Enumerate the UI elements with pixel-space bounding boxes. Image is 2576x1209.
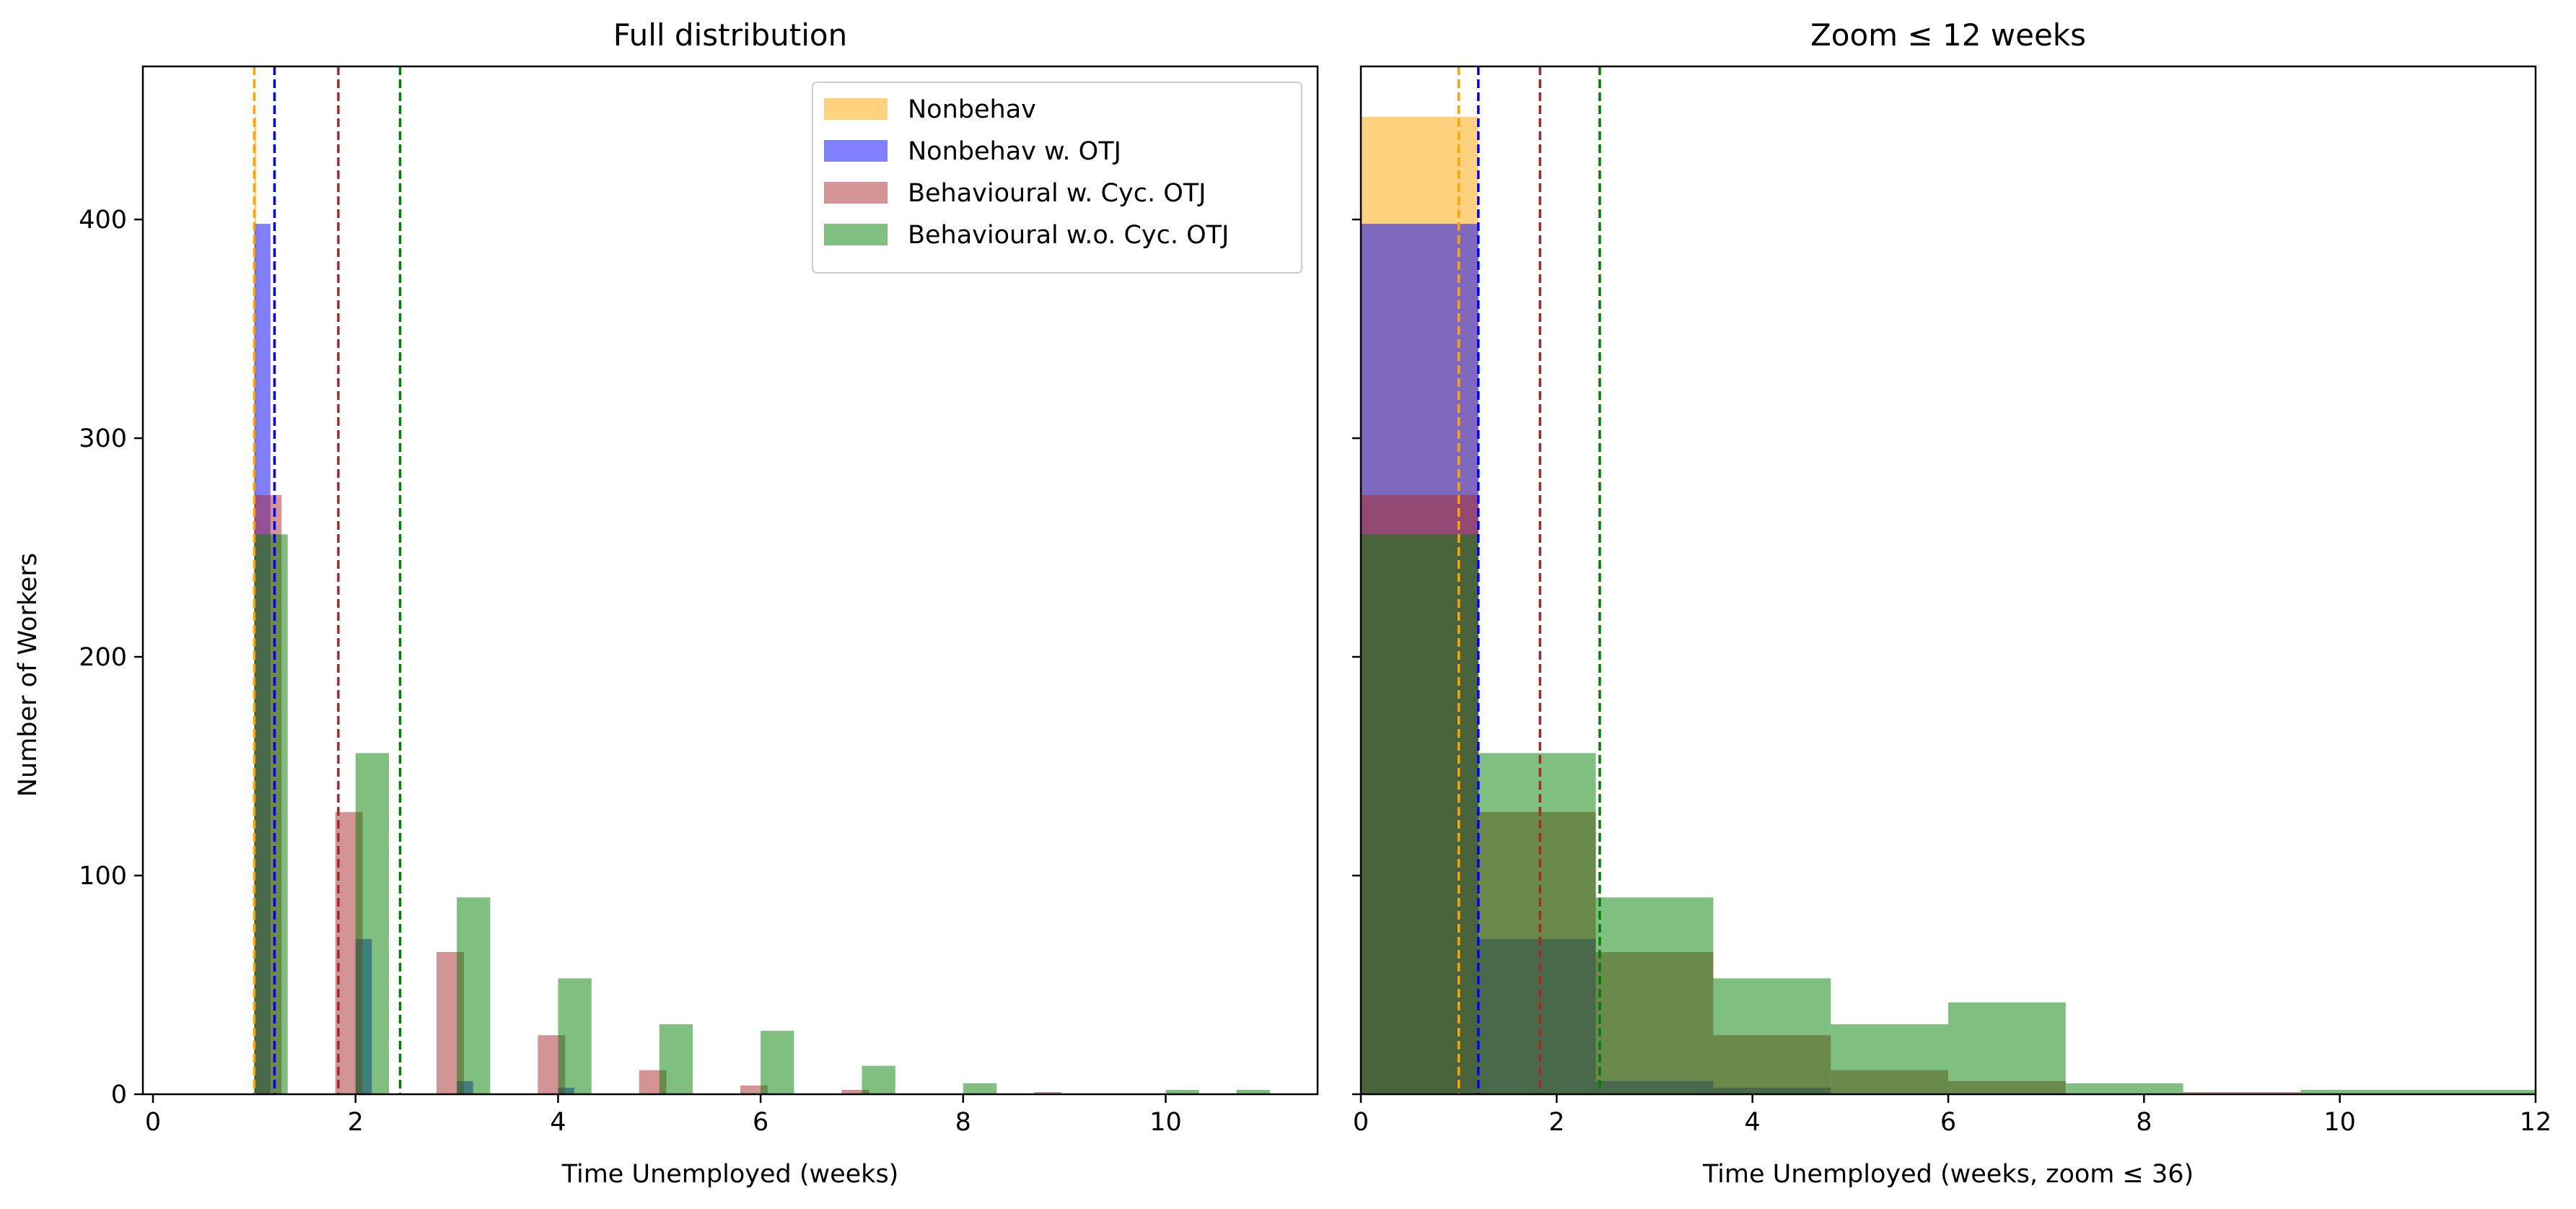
bar-series2-bin7	[1034, 1091, 1061, 1094]
axes-frame-left	[141, 65, 1319, 1096]
chart-title-right: Zoom ≤ 12 weeks	[1810, 17, 2086, 53]
x-tick-label: 0	[1353, 1108, 1369, 1137]
bar-series3-bin1	[355, 753, 390, 1094]
bar-series3-bin4	[1831, 1024, 1948, 1094]
x-tick-label: 4	[550, 1108, 566, 1137]
right-subplot: 0 2 4 6 8 10 12 Zoom ≤ 12 weeks Time Unemployed …	[1352, 17, 2551, 1189]
x-tick-label: 2	[348, 1108, 364, 1137]
x-tick-label: 10	[2323, 1108, 2356, 1137]
bar-series3-bin0	[254, 534, 288, 1094]
legend-swatch-2	[824, 182, 888, 204]
legend-label-1: Nonbehav w. OTJ	[908, 137, 1121, 166]
bar-series3-bin9	[1236, 1089, 1271, 1094]
bar-series3-bin0	[1361, 534, 1478, 1094]
legend-label-3: Behavioural w.o. Cyc. OTJ	[908, 221, 1229, 250]
bar-series3-bin5	[1948, 1002, 2066, 1094]
legend-box	[812, 82, 1302, 274]
x-tick-label: 0	[145, 1108, 161, 1137]
bar-series3-bin3	[558, 978, 592, 1094]
y-tick-label: 200	[79, 643, 127, 672]
x-axis-label-right: Time Unemployed (weeks, zoom ≤ 36)	[1702, 1160, 2194, 1189]
bar-series3-bin2	[1595, 897, 1714, 1094]
bar-series3-bin1	[1478, 753, 1596, 1094]
figure-y-axis-label: Number of Workers	[14, 553, 43, 797]
bar-series3-bin7	[963, 1083, 997, 1094]
bar-series3-bin6	[2065, 1083, 2183, 1094]
bar-series3-bin3	[1713, 978, 1831, 1094]
legend-label-0: Nonbehav	[908, 95, 1036, 124]
bar-series2-bin6	[841, 1089, 869, 1094]
x-tick-label: 4	[1745, 1108, 1761, 1137]
bar-series3-bin6	[862, 1065, 895, 1094]
x-tick-label: 8	[2136, 1108, 2152, 1137]
bar-series3-bin5	[761, 1031, 794, 1094]
y-tick-label: 300	[79, 424, 127, 453]
bar-series3-bin4	[659, 1024, 693, 1094]
y-tick-label: 0	[111, 1081, 127, 1109]
bar-series3-bin8	[2418, 1089, 2536, 1094]
legend-swatch-3	[824, 224, 888, 245]
x-tick-label: 12	[2520, 1108, 2552, 1137]
y-tick-label: 400	[79, 206, 127, 235]
x-tick-label: 6	[753, 1108, 768, 1137]
bars-right	[1361, 116, 2536, 1094]
x-tick-label: 6	[1940, 1108, 1956, 1137]
bar-series3-bin7	[2300, 1089, 2419, 1094]
bar-series3-bin2	[457, 897, 491, 1094]
bar-series2-bin6	[2183, 1091, 2301, 1094]
legend-swatch-1	[824, 140, 888, 162]
y-tick-label: 100	[79, 862, 127, 891]
legend-swatch-0	[824, 98, 888, 120]
legend-label-2: Behavioural w. Cyc. OTJ	[908, 179, 1206, 208]
chart-title-left: Full distribution	[613, 17, 848, 53]
x-axis-label-left: Time Unemployed (weeks)	[561, 1160, 899, 1189]
legend: Nonbehav Nonbehav w. OTJ Behavioural w. Cy…	[812, 82, 1302, 274]
x-tick-label: 10	[1149, 1108, 1182, 1137]
bars-left	[254, 116, 1271, 1094]
x-tick-label: 8	[955, 1108, 971, 1137]
x-tick-label: 2	[1548, 1108, 1564, 1137]
bar-series3-bin8	[1165, 1089, 1199, 1094]
